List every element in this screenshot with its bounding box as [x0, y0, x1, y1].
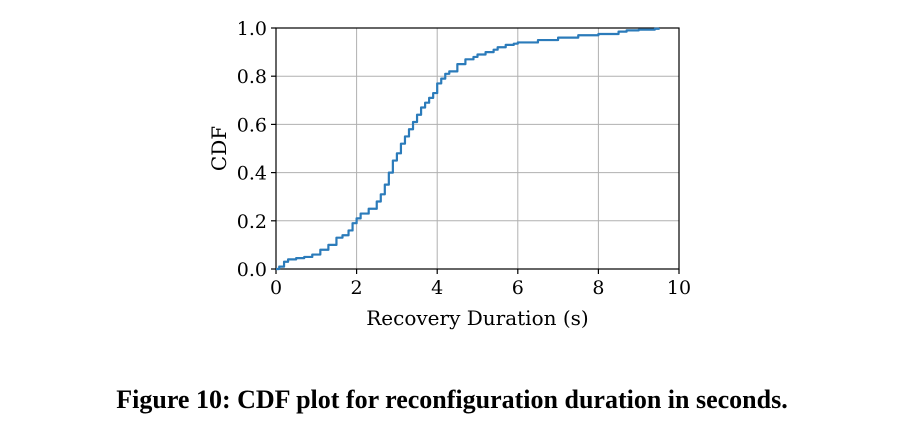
x-tick-label: 2: [351, 277, 363, 299]
plot-area-frame: [275, 27, 680, 270]
x-tick-label: 10: [667, 277, 691, 299]
grid-lines: [275, 27, 680, 270]
figure-caption: Figure 10: CDF plot for reconfiguration …: [116, 385, 788, 414]
y-axis-label: CDF: [207, 126, 231, 171]
y-tick-label: 0.2: [237, 211, 267, 233]
y-tick-label: 1.0: [237, 18, 267, 40]
x-tick-label: 4: [431, 277, 443, 299]
x-axis-label: Recovery Duration (s): [366, 306, 588, 330]
cdf-chart: 0 2 4 6 8 10 0.0 0.2 0.4 0.6 0.8 1.0 Recovery Durat…: [207, 18, 691, 330]
x-tick-label: 0: [270, 277, 282, 299]
y-tick-label: 0.4: [237, 163, 267, 185]
y-tick-label: 0.8: [237, 66, 267, 88]
x-tick-label: 6: [512, 277, 524, 299]
x-tick-label: 8: [592, 277, 604, 299]
axis-ticks: 0 2 4 6 8 10 0.0 0.2 0.4 0.6 0.8 1.0: [237, 18, 691, 299]
cdf-series-line: [276, 27, 660, 271]
y-tick-label: 0.6: [237, 114, 267, 136]
y-tick-label: 0.0: [237, 259, 267, 281]
